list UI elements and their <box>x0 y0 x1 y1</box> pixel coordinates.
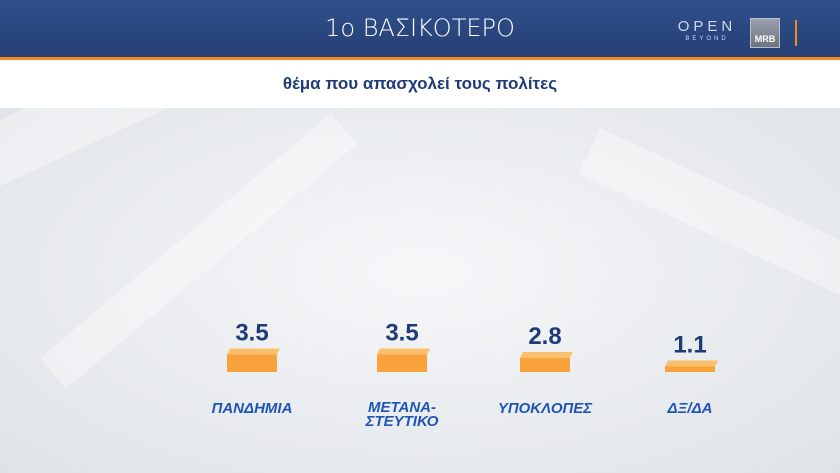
category-label-1: ΜΕΤΑΝΑ-ΣΤΕΥΤΙΚΟ <box>365 399 439 430</box>
mrb-logo-text: MRB <box>754 34 776 44</box>
bar-3 <box>665 366 715 372</box>
open-logo-subtext: BEYOND <box>685 36 729 42</box>
category-label-2: ΥΠΟΚΛΟΠΕΣ <box>498 400 593 417</box>
mrb-logo: MRB <box>750 18 780 48</box>
logo-divider <box>795 20 797 46</box>
header-bar <box>0 0 840 60</box>
page-title: 1ο ΒΑΣΙΚΟΤΕΡΟ <box>325 14 515 42</box>
bar-top-2 <box>520 352 573 358</box>
chart-background <box>0 108 840 473</box>
open-beyond-logo: OPEN BEYOND <box>676 18 738 42</box>
bar-top-0 <box>227 348 280 355</box>
bar-0 <box>227 354 277 372</box>
bar-2 <box>520 358 570 372</box>
subheader-band <box>0 60 840 108</box>
open-logo-text: OPEN <box>677 18 737 35</box>
bar-top-3 <box>665 360 718 367</box>
data-label-3: 1.1 <box>673 332 706 359</box>
bar-1 <box>377 354 427 372</box>
category-label-0: ΠΑΝΔΗΜΙΑ <box>212 400 293 417</box>
header-accent-line <box>0 57 840 60</box>
data-label-1: 3.5 <box>385 320 418 347</box>
data-label-2: 2.8 <box>528 323 561 350</box>
data-label-0: 3.5 <box>235 320 268 347</box>
chart-subtitle: θέμα που απασχολεί τους πολίτες <box>282 74 558 93</box>
bar-top-1 <box>377 348 430 355</box>
category-label-3: ΔΞ/ΔΑ <box>667 400 713 417</box>
